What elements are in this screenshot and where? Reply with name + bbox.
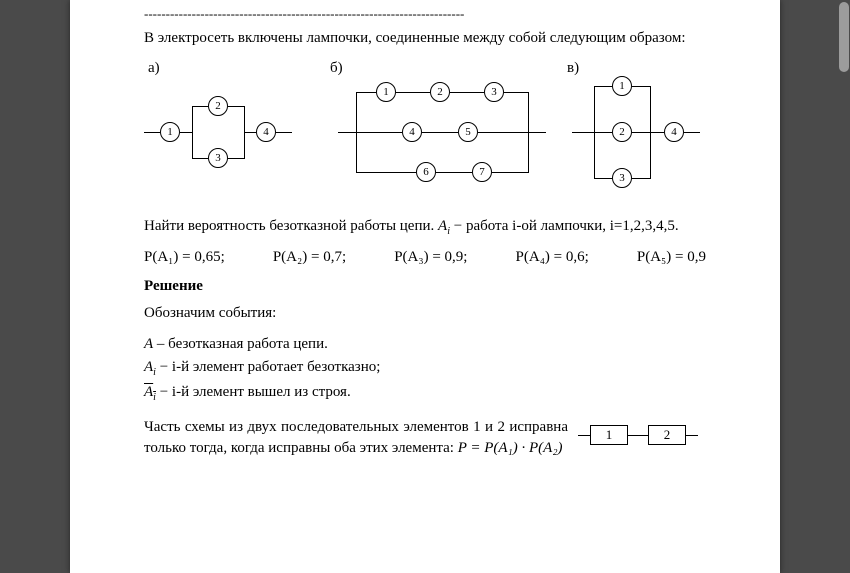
task-part1: Найти вероятность безотказной работы цеп… (144, 218, 438, 234)
task-part2: работа i-ой лампочки, i=1,2,3,4,5. (466, 218, 679, 234)
sym-A: A (438, 218, 447, 234)
node-b-7: 7 (472, 162, 492, 182)
wire (572, 132, 594, 133)
node-a-3: 3 (208, 148, 228, 168)
def-Ai: Ai − i-й элемент работает безотказно; (144, 356, 706, 381)
diagram-label-v: в) (567, 60, 579, 77)
wire (478, 132, 528, 133)
node-v-1: 1 (612, 76, 632, 96)
wire (356, 172, 416, 173)
wire (356, 132, 402, 133)
defs-intro: Обозначим события: (144, 303, 706, 323)
p-a4: P(A₄) = 0,6; (516, 249, 589, 266)
wire (528, 132, 546, 133)
diagram-label-b: б) (330, 60, 343, 77)
mini-box-1: 1 (590, 425, 628, 445)
node-v-2: 2 (612, 122, 632, 142)
pdf-viewer: ----------------------------------------… (0, 0, 850, 573)
wire (594, 86, 612, 87)
node-a-1: 1 (160, 122, 180, 142)
node-v-4: 4 (664, 122, 684, 142)
node-b-2: 2 (430, 82, 450, 102)
wire (338, 132, 356, 133)
wire (192, 158, 208, 159)
mini-box-2: 2 (648, 425, 686, 445)
diagram-label-a: а) (148, 60, 160, 77)
node-a-4: 4 (256, 122, 276, 142)
wire (244, 132, 256, 133)
wire (628, 435, 648, 436)
wire (192, 106, 208, 107)
mini-diagram: 1 2 (578, 421, 706, 453)
probability-values: P(A₁) = 0,65; P(A₂) = 0,7; P(A₃) = 0,9; … (144, 249, 706, 266)
wire (632, 178, 650, 179)
node-b-1: 1 (376, 82, 396, 102)
dash: − (450, 218, 466, 234)
wire (356, 92, 376, 93)
wire (684, 132, 700, 133)
node-v-3: 3 (612, 168, 632, 188)
wire (144, 132, 160, 133)
node-b-4: 4 (402, 122, 422, 142)
intro-paragraph: В электросеть включены лампочки, соедине… (144, 28, 706, 48)
wire (492, 172, 528, 173)
last-row: Часть схемы из двух последовательных эле… (144, 417, 706, 458)
diagram-container: а) б) в) 1 2 3 4 1 (144, 58, 706, 206)
p-a1: P(A₁) = 0,65; (144, 249, 225, 266)
wire (436, 172, 472, 173)
wire (686, 435, 698, 436)
node-b-6: 6 (416, 162, 436, 182)
wire (180, 132, 192, 133)
wire (504, 92, 528, 93)
def-A: A – безотказная работа цепи. (144, 333, 706, 356)
node-a-2: 2 (208, 96, 228, 116)
wire (228, 106, 244, 107)
p-a3: P(A₃) = 0,9; (394, 249, 467, 266)
scrollbar-thumb[interactable] (839, 2, 849, 72)
wire (594, 178, 612, 179)
node-b-3: 3 (484, 82, 504, 102)
definitions: A – безотказная работа цепи. Ai − i-й эл… (144, 333, 706, 405)
wire (594, 132, 612, 133)
wire (632, 132, 650, 133)
wire (422, 132, 458, 133)
wire (228, 158, 244, 159)
wire (450, 92, 484, 93)
document-page: ----------------------------------------… (70, 0, 780, 573)
wire (192, 106, 193, 159)
wire (578, 435, 590, 436)
wire (650, 132, 664, 133)
wire (276, 132, 292, 133)
solution-heading: Решение (144, 278, 706, 295)
wire (632, 86, 650, 87)
wire (396, 92, 430, 93)
p-a5: P(A₅) = 0,9 (637, 249, 706, 266)
task-text: Найти вероятность безотказной работы цеп… (144, 216, 706, 239)
node-b-5: 5 (458, 122, 478, 142)
series-explanation: Часть схемы из двух последовательных эле… (144, 417, 568, 458)
p-a2: P(A₂) = 0,7; (273, 249, 346, 266)
def-Abar: Ai − i-й элемент вышел из строя. (144, 381, 706, 406)
section-divider: ----------------------------------------… (144, 6, 706, 22)
